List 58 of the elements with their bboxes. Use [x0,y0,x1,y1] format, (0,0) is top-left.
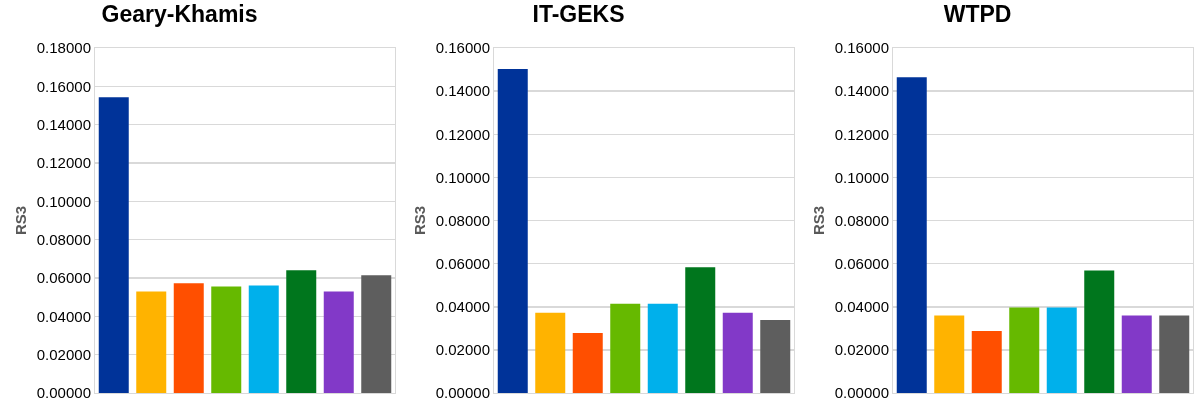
bar [971,330,1002,393]
y-tick-label: 0.10000 [36,192,91,210]
bar [248,285,279,393]
bar [896,77,927,393]
y-tick-label: 0.08000 [435,211,490,229]
bar [173,283,204,393]
y-tick-label: 0.00000 [36,384,91,402]
y-tick-label: 0.06000 [435,254,490,272]
bar [685,267,716,393]
bar [497,68,528,393]
y-tick-label: 0.02000 [834,341,889,359]
y-tick-label: 0.14000 [36,115,91,133]
y-tick-label: 0.16000 [36,77,91,95]
bar [361,275,392,393]
bar [98,97,129,393]
bar [535,312,566,393]
y-tick-label: 0.12000 [36,154,91,172]
bar [136,291,167,393]
y-tick-label: 0.14000 [435,82,490,100]
y-tick-label: 0.00000 [435,384,490,402]
bar [722,312,753,393]
y-axis-title: RS3 [12,205,30,236]
y-tick-label: 0.02000 [36,345,91,363]
bar [760,319,791,393]
y-tick-label: 0.04000 [834,298,889,315]
y-axis-title: RS3 [810,205,828,236]
y-tick-label: 0.16000 [834,39,889,57]
y-tick-label: 0.04000 [435,298,490,315]
y-tick-label: 0.08000 [834,211,889,229]
chart-title: IT-GEKS [532,1,625,28]
bar [1084,270,1115,393]
bar [1159,315,1190,393]
y-tick-label: 0.04000 [36,307,91,325]
y-tick-label: 0.10000 [435,168,490,186]
y-tick-label: 0.14000 [834,82,889,100]
y-tick-label: 0.08000 [36,230,91,248]
chart-title: WTPD [943,1,1012,28]
bar [286,270,317,393]
bar [323,291,354,393]
bar [211,286,242,393]
bar [1009,307,1040,393]
bar [572,333,603,393]
y-tick-label: 0.16000 [435,39,490,57]
y-axis-title: RS3 [411,205,429,236]
bar [647,303,678,393]
chart-title: Geary-Khamis [101,1,258,28]
bar [1046,307,1077,393]
y-tick-label: 0.18000 [36,39,91,57]
y-tick-label: 0.12000 [435,125,490,143]
y-tick-label: 0.06000 [834,254,889,272]
y-tick-label: 0.12000 [834,125,889,143]
y-tick-label: 0.06000 [36,269,91,287]
bar [934,315,965,393]
y-tick-label: 0.10000 [834,168,889,186]
y-tick-label: 0.02000 [435,341,490,359]
y-tick-label: 0.00000 [834,384,889,402]
bar [1121,315,1152,393]
bar [610,303,641,393]
